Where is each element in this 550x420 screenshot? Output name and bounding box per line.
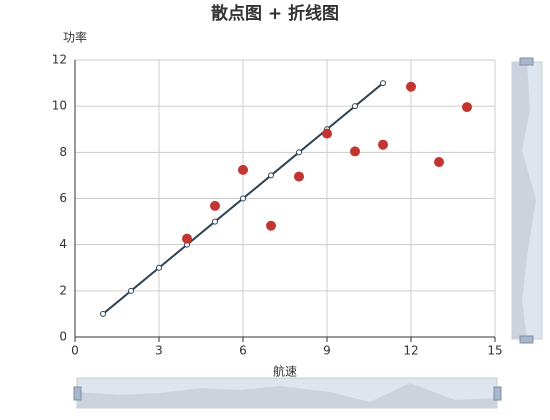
x-tick-label: 12 — [403, 344, 418, 358]
y-tick-label: 4 — [59, 237, 67, 251]
scatter-point — [378, 139, 388, 150]
y-tick-label: 2 — [59, 283, 67, 297]
scatter-point — [266, 220, 276, 231]
scatter-point — [350, 146, 360, 157]
scatter-point — [238, 164, 248, 175]
scatter-point — [182, 233, 192, 244]
chart-title: 散点图 + 折线图 — [211, 3, 339, 24]
slider-handle[interactable] — [519, 57, 534, 66]
scatter-point — [322, 128, 332, 139]
y-tick-label: 6 — [59, 191, 67, 205]
line-point — [212, 218, 218, 225]
slider-handle[interactable] — [493, 386, 502, 401]
line-point — [296, 149, 302, 156]
line-point — [380, 80, 386, 87]
y-axis-label: 功率 — [63, 30, 87, 45]
x-zoom-slider[interactable] — [73, 377, 502, 409]
line-point — [268, 172, 274, 179]
y-zoom-slider[interactable] — [511, 57, 543, 344]
line-point — [352, 103, 358, 110]
x-axis-label: 航速 — [273, 364, 297, 379]
scatter-point — [406, 81, 416, 92]
slider-handle[interactable] — [519, 335, 534, 344]
scatter-point — [434, 157, 444, 168]
scatter-point — [210, 200, 220, 211]
scatter-point — [462, 102, 472, 113]
slider-shadow — [512, 62, 536, 339]
x-tick-label: 9 — [323, 344, 331, 358]
slider-shadow — [77, 383, 497, 408]
y-tick-label: 8 — [59, 145, 67, 159]
y-tick-label: 10 — [52, 99, 67, 113]
line-point — [128, 287, 134, 294]
scatter-point — [294, 171, 304, 182]
x-tick-label: 6 — [239, 344, 247, 358]
line-point — [100, 310, 106, 317]
line-point — [156, 264, 162, 271]
x-tick-label: 15 — [487, 344, 502, 358]
x-tick-label: 3 — [155, 344, 163, 358]
line-point — [240, 195, 246, 202]
y-tick-label: 12 — [52, 53, 67, 67]
x-tick-label: 0 — [71, 344, 79, 358]
slider-handle[interactable] — [73, 386, 82, 401]
y-tick-label: 0 — [59, 330, 67, 344]
